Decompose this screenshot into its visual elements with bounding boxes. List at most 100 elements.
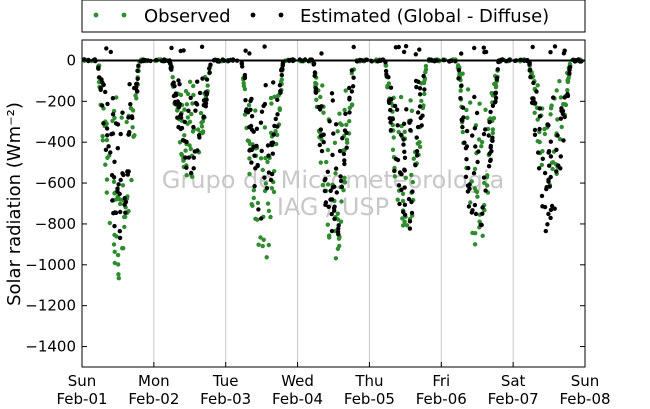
data-point (404, 223, 410, 228)
x-tick-label-date: Feb-06 (416, 390, 467, 408)
data-point (342, 175, 347, 180)
data-point (546, 211, 551, 217)
data-point (567, 61, 573, 67)
data-point (115, 252, 121, 258)
data-point (258, 235, 263, 240)
data-point (401, 137, 406, 142)
data-point (112, 260, 118, 266)
data-point (126, 115, 131, 120)
data-point (258, 120, 264, 125)
data-point (396, 129, 401, 135)
data-point (105, 155, 110, 160)
data-point (200, 130, 205, 136)
data-point (402, 185, 407, 190)
data-point (120, 183, 126, 188)
data-point (339, 184, 345, 189)
data-point (347, 119, 352, 124)
data-point (536, 166, 542, 171)
data-point (114, 234, 119, 239)
data-point (386, 81, 392, 86)
data-point (391, 135, 396, 140)
data-point (531, 80, 536, 86)
data-point (472, 202, 478, 208)
data-point (275, 112, 280, 117)
data-point (263, 181, 268, 186)
data-point (111, 175, 117, 180)
y-axis-label: Solar radiation (Wm⁻²) (4, 102, 25, 306)
data-point (110, 118, 115, 124)
data-point (527, 62, 532, 67)
data-point (464, 144, 470, 149)
data-point (390, 147, 396, 152)
data-point (277, 107, 282, 113)
data-point (269, 171, 275, 177)
data-point (311, 62, 316, 67)
data-point (248, 107, 253, 113)
data-point (399, 132, 404, 138)
x-tick-label-date: Feb-02 (128, 390, 179, 408)
data-point (242, 75, 248, 80)
data-point (130, 125, 135, 130)
y-axis: 0 −200 −400 −600 −800 −1000 −1200 −1400 (25, 51, 585, 356)
data-point (193, 108, 198, 113)
data-point (422, 91, 427, 97)
data-point (532, 127, 538, 133)
data-point (256, 242, 261, 247)
data-point (490, 127, 496, 132)
data-point (342, 158, 347, 163)
data-point (113, 121, 119, 126)
data-point (99, 103, 105, 108)
data-point (325, 182, 331, 187)
data-point (183, 148, 188, 153)
data-point (419, 123, 424, 128)
data-point (485, 183, 490, 188)
data-point (183, 155, 188, 160)
data-point (112, 249, 117, 254)
data-point (473, 211, 479, 217)
data-point (169, 45, 174, 51)
data-point (274, 141, 279, 147)
data-point (251, 129, 256, 134)
data-point (482, 180, 487, 186)
data-point (341, 188, 346, 193)
data-point (397, 170, 403, 175)
data-point (416, 79, 421, 85)
data-point (179, 153, 185, 158)
data-point (465, 189, 471, 194)
data-point (390, 116, 395, 122)
data-point (262, 44, 267, 49)
data-point (273, 116, 278, 122)
data-point (409, 210, 415, 216)
data-point (116, 276, 122, 281)
data-point (337, 148, 343, 154)
data-point (188, 146, 193, 152)
data-point (329, 211, 334, 217)
data-point (129, 114, 135, 119)
data-point (489, 90, 494, 96)
data-point (337, 111, 342, 116)
data-point (135, 89, 140, 94)
data-point (189, 170, 194, 176)
data-point (340, 136, 345, 141)
data-point (249, 114, 255, 119)
data-point (472, 126, 478, 131)
data-point (494, 77, 499, 82)
data-point (330, 152, 335, 158)
data-point (255, 162, 260, 168)
data-point (548, 50, 553, 55)
data-point (328, 188, 333, 193)
data-point (126, 169, 131, 174)
data-point (476, 137, 482, 142)
data-point (552, 44, 558, 49)
data-point (124, 119, 129, 125)
data-point (336, 231, 341, 237)
data-point (200, 119, 206, 124)
data-point (100, 134, 105, 139)
data-point (530, 96, 535, 101)
data-point (558, 116, 563, 121)
data-point (335, 129, 340, 134)
data-point (486, 133, 491, 138)
data-point (548, 154, 554, 159)
data-point (116, 272, 121, 277)
